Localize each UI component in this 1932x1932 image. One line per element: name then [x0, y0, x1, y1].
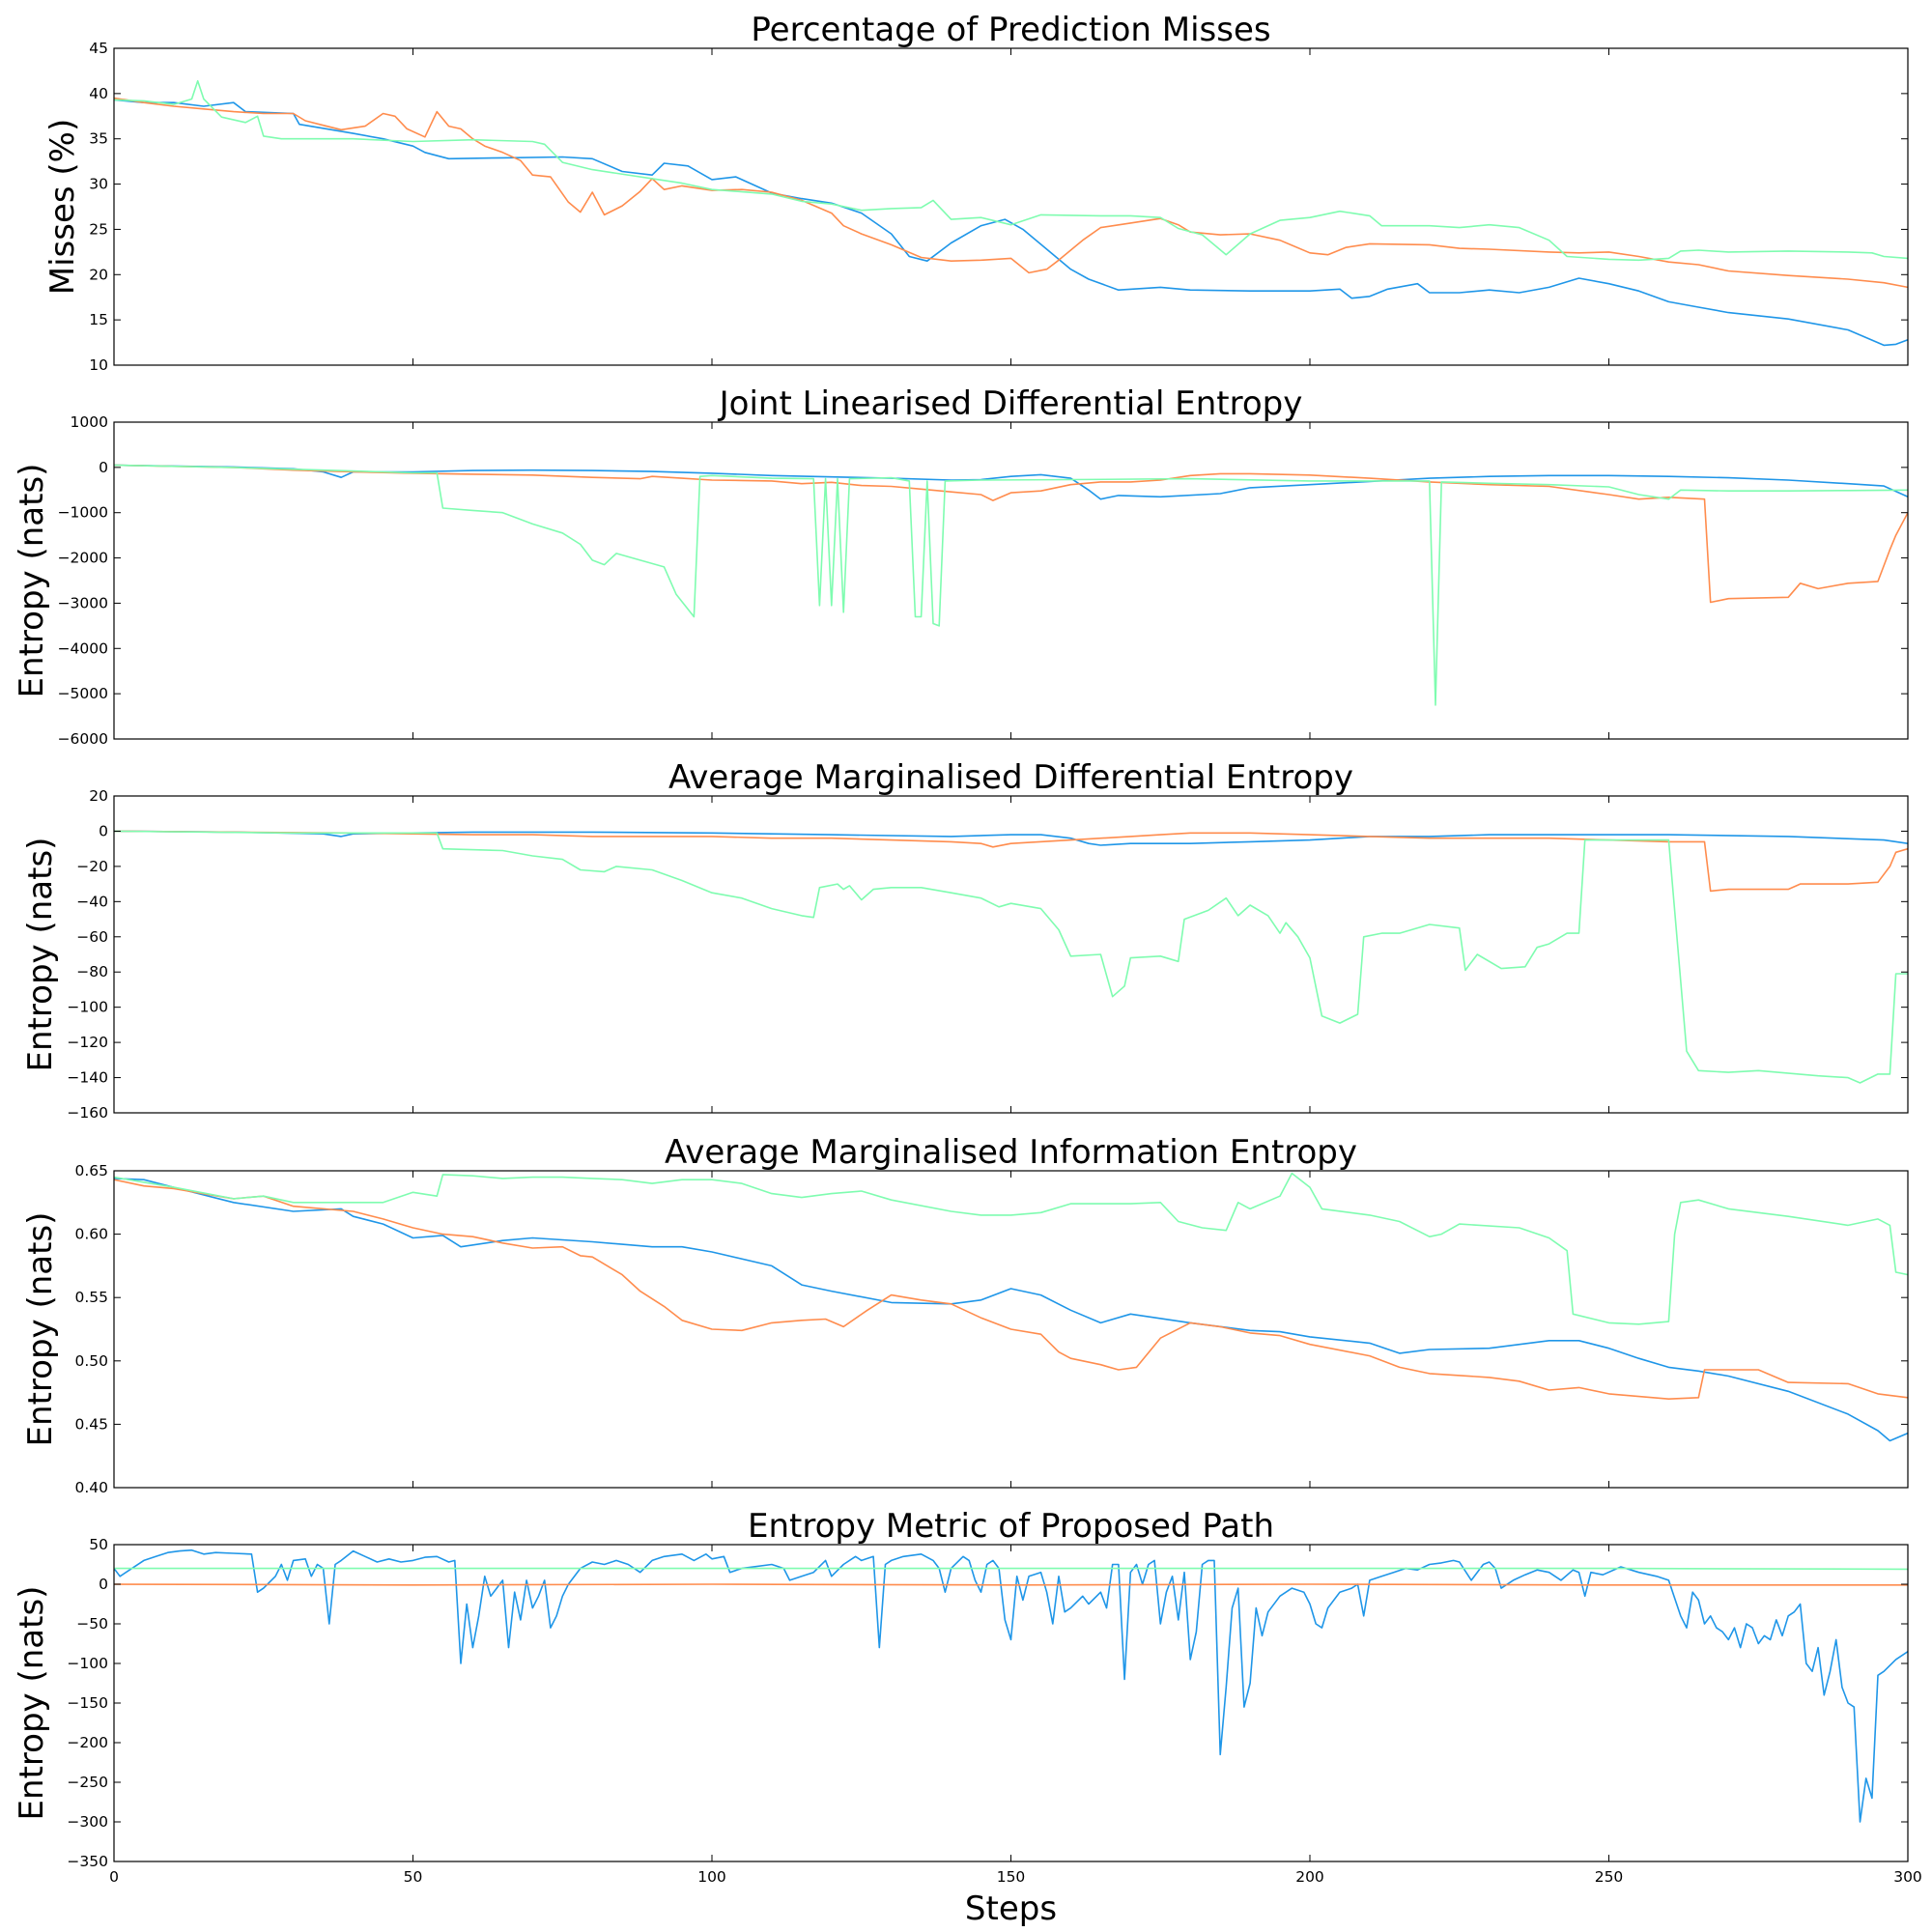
- y-tick-label: −160: [67, 1104, 108, 1122]
- y-axis-label: Entropy (nats): [13, 1586, 51, 1821]
- subplot-1: 10 15 20 25 30 35 40 45 Percentage of Prediction…: [43, 11, 1909, 374]
- y-tick-label: 0.60: [74, 1226, 108, 1243]
- y-tick-label: −20: [76, 858, 108, 875]
- y-tick-label: −1000: [58, 504, 108, 522]
- y-tick-label: 35: [89, 130, 108, 148]
- y-tick-label: −6000: [58, 730, 108, 748]
- x-tick-label: 0: [109, 1868, 119, 1886]
- x-tick-label: 300: [1893, 1868, 1922, 1886]
- y-tick-label: −4000: [58, 639, 108, 657]
- series-line-orange: [114, 1583, 1908, 1586]
- series-line-blue: [114, 464, 1908, 500]
- y-tick-label: −60: [76, 928, 108, 946]
- series-line-orange: [114, 1179, 1908, 1400]
- y-tick-label: 0.50: [74, 1352, 108, 1370]
- y-tick-label: 0.65: [74, 1162, 108, 1179]
- y-tick-label: 10: [89, 356, 108, 374]
- series-line-green: [114, 79, 1908, 262]
- y-tick-label: −3000: [58, 594, 108, 611]
- x-tick-label: 100: [697, 1868, 726, 1886]
- subplot-title: Joint Linearised Differential Entropy: [718, 384, 1303, 423]
- y-tick-label: −300: [67, 1813, 108, 1831]
- y-tick-label: −50: [76, 1615, 108, 1633]
- y-tick-label: −40: [76, 893, 108, 910]
- y-tick-label: 25: [89, 220, 108, 238]
- series-line-orange: [114, 464, 1908, 604]
- y-tick-label: −2000: [58, 550, 108, 567]
- x-tick-label: 50: [404, 1868, 423, 1886]
- y-tick-label: −80: [76, 963, 108, 980]
- y-tick-label: 0.55: [74, 1289, 108, 1306]
- series-line-blue: [114, 1178, 1908, 1442]
- y-tick-label: −200: [67, 1734, 108, 1751]
- y-tick-label: 0: [99, 1576, 108, 1593]
- y-tick-label: 15: [89, 311, 108, 328]
- y-tick-label: 20: [89, 787, 108, 805]
- y-axis-label: Entropy (nats): [21, 838, 60, 1072]
- x-tick-label: 250: [1595, 1868, 1624, 1886]
- y-tick-label: −140: [67, 1069, 108, 1087]
- y-tick-label: 0.40: [74, 1479, 108, 1496]
- y-axis-label: Entropy (nats): [13, 464, 51, 698]
- series-line-orange: [114, 830, 1908, 893]
- plot-frame: [113, 421, 1909, 740]
- subplot-title: Average Marginalised Differential Entrop…: [668, 758, 1353, 797]
- series-line-green: [114, 464, 1908, 706]
- y-tick-label: 50: [89, 1536, 108, 1553]
- y-tick-label: −250: [67, 1774, 108, 1791]
- subplot-5: −350 −300 −250 −200 −150 −100 −50 0 50 0 50 100 150 2…: [13, 1507, 1922, 1886]
- y-tick-label: −150: [67, 1694, 108, 1712]
- y-axis-label: Entropy (nats): [21, 1212, 60, 1447]
- y-axis-label: Misses (%): [43, 119, 82, 295]
- y-tick-label: −5000: [58, 685, 108, 702]
- y-tick-label: 40: [89, 85, 108, 102]
- y-tick-label: −100: [67, 1655, 108, 1672]
- y-tick-label: −120: [67, 1034, 108, 1051]
- series-line-orange: [114, 97, 1908, 289]
- plot-frame: [113, 47, 1909, 366]
- series-line-blue: [114, 1548, 1908, 1823]
- subplot-2: −6000 −5000 −4000 −3000 −2000 −1000 0 1000 Joint…: [13, 384, 1909, 748]
- y-tick-label: 30: [89, 176, 108, 193]
- x-tick-label: 150: [997, 1868, 1026, 1886]
- plot-frame: [113, 1544, 1909, 1862]
- subplot-title: Percentage of Prediction Misses: [751, 11, 1270, 49]
- y-tick-label: 0: [99, 822, 108, 839]
- subplot-3: −160 −140 −120 −100 −80 −60 −40 −20 0 20 Average M…: [21, 758, 1909, 1122]
- y-tick-label: 0: [99, 459, 108, 476]
- x-tick-label: 200: [1295, 1868, 1324, 1886]
- series-line-blue: [114, 99, 1908, 347]
- subplot-title: Average Marginalised Information Entropy: [665, 1133, 1357, 1172]
- subplot-4: 0.40 0.45 0.50 0.55 0.60 0.65 Average Marginal…: [21, 1133, 1909, 1496]
- series-line-green: [114, 1567, 1908, 1571]
- y-tick-label: −100: [67, 999, 108, 1016]
- y-tick-label: −350: [67, 1853, 108, 1870]
- series-line-green: [114, 1172, 1908, 1325]
- y-tick-label: 0.45: [74, 1415, 108, 1433]
- y-tick-label: 20: [89, 266, 108, 283]
- y-tick-label: 1000: [71, 413, 108, 431]
- y-tick-label: 45: [89, 40, 108, 57]
- subplot-title: Entropy Metric of Proposed Path: [748, 1507, 1274, 1546]
- series-line-green: [114, 830, 1908, 1084]
- x-axis-label: Steps: [965, 1889, 1057, 1928]
